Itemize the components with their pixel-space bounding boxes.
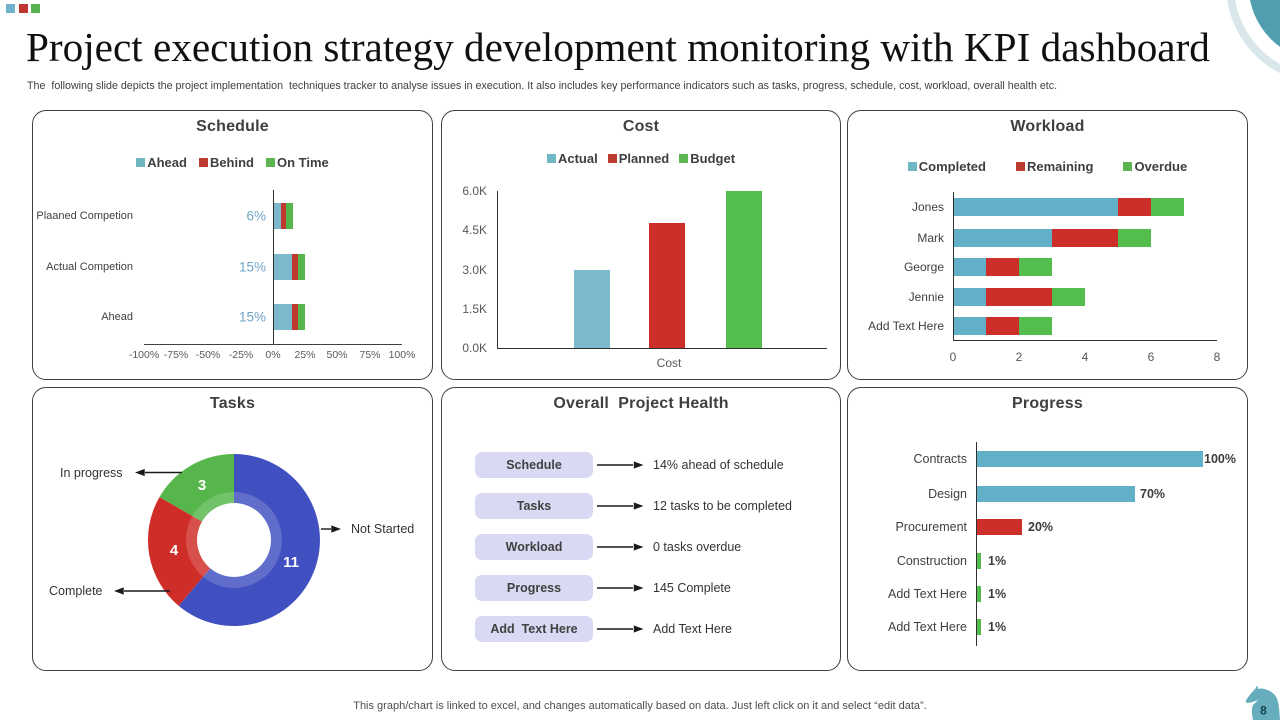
svg-text:3: 3 — [198, 477, 206, 494]
svg-text:11: 11 — [283, 554, 299, 571]
svg-text:8: 8 — [1260, 704, 1267, 718]
svg-text:4: 4 — [170, 542, 179, 559]
